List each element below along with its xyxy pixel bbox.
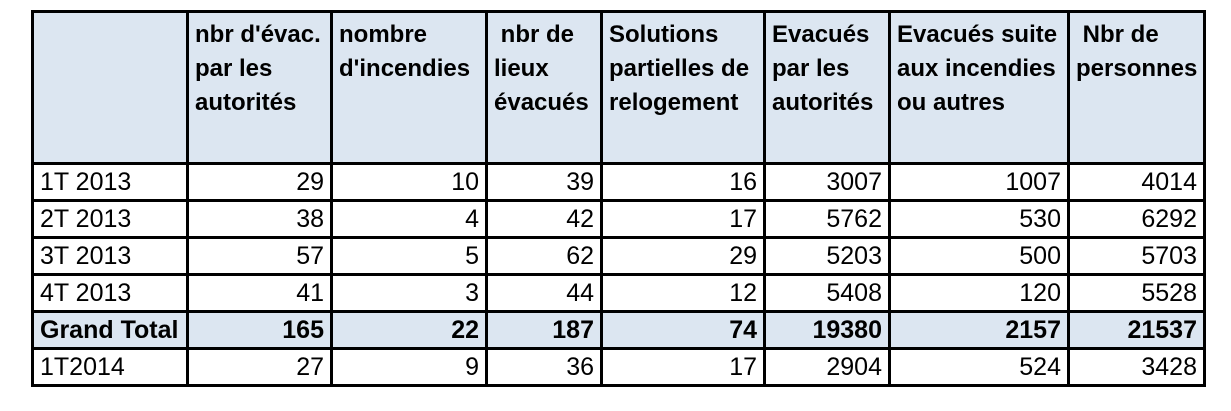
value-cell: 39 — [485, 162, 603, 202]
value-cell: 5 — [330, 236, 488, 276]
value-cell: 4014 — [1067, 162, 1206, 202]
table-header: nbr d'évac. par les autorités nombre d'in… — [31, 10, 1206, 165]
value-cell: 29 — [186, 162, 333, 202]
evacuation-statistics-table: nbr d'évac. par les autorités nombre d'in… — [31, 10, 1206, 387]
value-cell: 2904 — [763, 347, 891, 387]
value-cell: 41 — [186, 273, 333, 313]
table-row: 2T 2013 38 4 42 17 5762 530 6292 — [31, 199, 1206, 239]
value-cell: 5762 — [763, 199, 891, 239]
row-label: Grand Total — [31, 310, 189, 350]
value-cell: 6292 — [1067, 199, 1206, 239]
value-cell: 27 — [186, 347, 333, 387]
value-cell: 500 — [888, 236, 1070, 276]
table-row: 1T 2013 29 10 39 16 3007 1007 4014 — [31, 162, 1206, 202]
grand-total-row: Grand Total 165 22 187 74 19380 2157 21537 — [31, 310, 1206, 350]
value-cell: 16 — [600, 162, 766, 202]
column-header: nbr d'évac. par les autorités — [186, 10, 333, 165]
value-cell: 3428 — [1067, 347, 1206, 387]
value-cell: 5203 — [763, 236, 891, 276]
value-cell: 36 — [485, 347, 603, 387]
value-cell: 62 — [485, 236, 603, 276]
row-label: 2T 2013 — [31, 199, 189, 239]
value-cell: 5528 — [1067, 273, 1206, 313]
value-cell: 120 — [888, 273, 1070, 313]
value-cell: 29 — [600, 236, 766, 276]
column-header: nombre d'incendies — [330, 10, 488, 165]
value-cell: 17 — [600, 347, 766, 387]
row-label: 1T 2013 — [31, 162, 189, 202]
value-cell: 42 — [485, 199, 603, 239]
value-cell: 2157 — [888, 310, 1070, 350]
row-label: 4T 2013 — [31, 273, 189, 313]
value-cell: 5408 — [763, 273, 891, 313]
table-body: 1T 2013 29 10 39 16 3007 1007 4014 2T 2013 38 4 42 1… — [31, 162, 1206, 387]
value-cell: 524 — [888, 347, 1070, 387]
value-cell: 22 — [330, 310, 488, 350]
value-cell: 3007 — [763, 162, 891, 202]
value-cell: 17 — [600, 199, 766, 239]
table-row: 1T2014 27 9 36 17 2904 524 3428 — [31, 347, 1206, 387]
value-cell: 1007 — [888, 162, 1070, 202]
row-label: 3T 2013 — [31, 236, 189, 276]
column-header: nbr de lieux évacués — [485, 10, 603, 165]
value-cell: 3 — [330, 273, 488, 313]
table-row: 3T 2013 57 5 62 29 5203 500 5703 — [31, 236, 1206, 276]
header-row: nbr d'évac. par les autorités nombre d'in… — [31, 10, 1206, 165]
value-cell: 74 — [600, 310, 766, 350]
value-cell: 4 — [330, 199, 488, 239]
column-header: Evacués par les autorités — [763, 10, 891, 165]
value-cell: 57 — [186, 236, 333, 276]
value-cell: 187 — [485, 310, 603, 350]
row-label: 1T2014 — [31, 347, 189, 387]
value-cell: 12 — [600, 273, 766, 313]
value-cell: 10 — [330, 162, 488, 202]
corner-header-cell — [31, 10, 189, 165]
column-header: Nbr de personnes — [1067, 10, 1206, 165]
value-cell: 5703 — [1067, 236, 1206, 276]
value-cell: 165 — [186, 310, 333, 350]
table-container: nbr d'évac. par les autorités nombre d'in… — [31, 10, 1206, 387]
value-cell: 38 — [186, 199, 333, 239]
value-cell: 9 — [330, 347, 488, 387]
table-row: 4T 2013 41 3 44 12 5408 120 5528 — [31, 273, 1206, 313]
column-header: Evacués suite aux incendies ou autres — [888, 10, 1070, 165]
value-cell: 530 — [888, 199, 1070, 239]
value-cell: 21537 — [1067, 310, 1206, 350]
value-cell: 19380 — [763, 310, 891, 350]
column-header: Solutions partielles de relogement — [600, 10, 766, 165]
value-cell: 44 — [485, 273, 603, 313]
